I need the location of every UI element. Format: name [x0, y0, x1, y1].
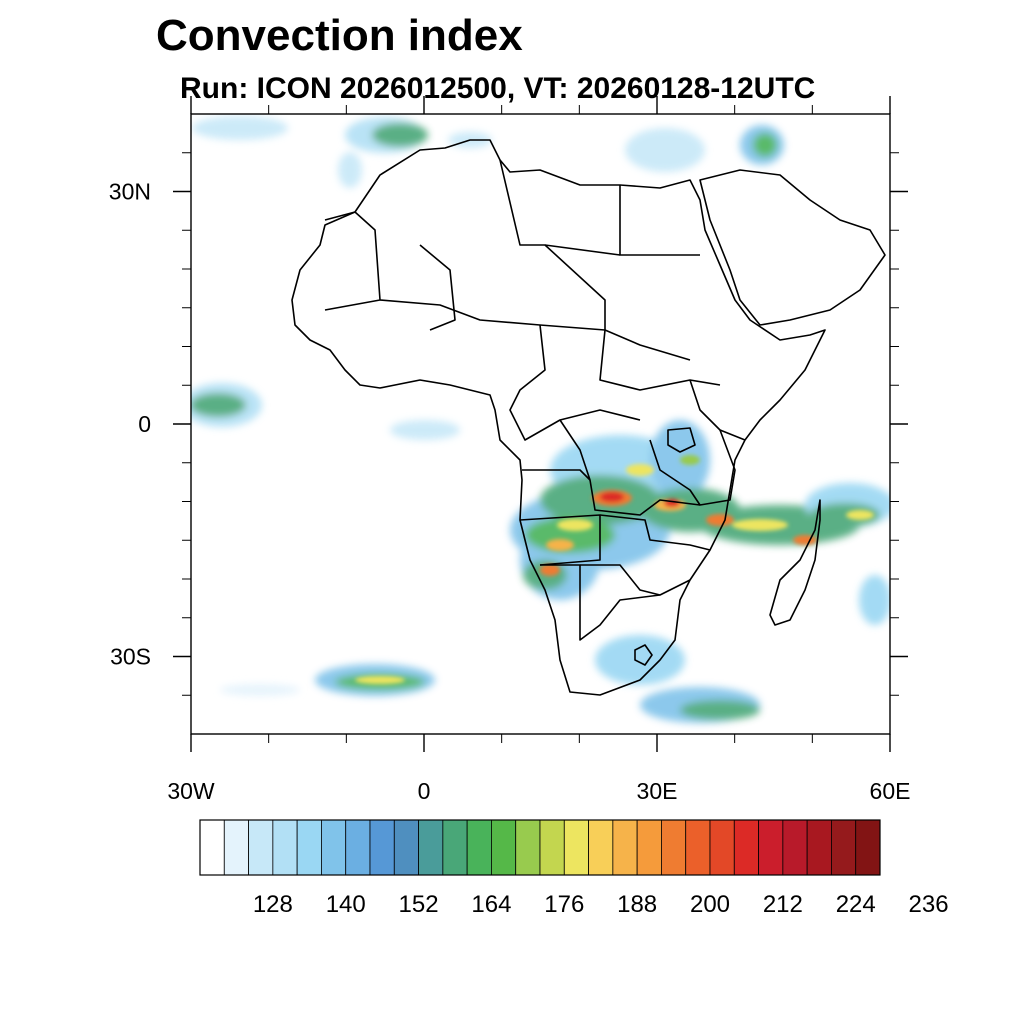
colorbar-label: 152: [399, 891, 439, 918]
colorbar-box-0: [199, 819, 225, 876]
central-border-2: [599, 329, 721, 391]
colorbar-box-27: [855, 819, 881, 876]
colorbar-box-17: [612, 819, 638, 876]
colorbar-box-6: [345, 819, 371, 876]
colorbar-label: 140: [326, 891, 366, 918]
colorbar-box-15: [563, 819, 589, 876]
map-frame: [190, 113, 891, 735]
colorbar-label: 176: [544, 891, 584, 918]
axis-ticks: [173, 96, 908, 752]
lon-label: 0: [418, 778, 431, 804]
colorbar-label: 224: [836, 891, 876, 918]
colorbar-box-2: [248, 819, 274, 876]
colorbar-label: 212: [763, 891, 803, 918]
sahara-border-2: [419, 244, 456, 331]
angola-border: [519, 469, 601, 566]
lesotho-outline: [634, 644, 653, 666]
colorbar-box-20: [685, 819, 711, 876]
chart-title: Convection index: [156, 11, 523, 60]
sahel-border: [379, 299, 691, 361]
colorbar-box-22: [733, 819, 759, 876]
lon-label: 30W: [167, 778, 215, 804]
congo-border: [559, 419, 701, 516]
colorbar-box-1: [223, 819, 249, 876]
colorbar-box-3: [272, 819, 298, 876]
colorbar-label: 164: [471, 891, 511, 918]
lat-label: 30N: [109, 179, 151, 205]
colorbar-box-9: [418, 819, 444, 876]
colorbar-box-21: [709, 819, 735, 876]
colorbar-box-19: [661, 819, 687, 876]
axis-labels: 30N 0 30S 30W 0 30E 60E: [109, 179, 911, 805]
sahara-border-1: [324, 211, 381, 311]
colorbar-box-13: [515, 819, 541, 876]
country-borders: [291, 139, 886, 696]
colorbar-box-14: [539, 819, 565, 876]
colorbar-box-4: [296, 819, 322, 876]
libya-border: [544, 244, 621, 256]
colorbar-box-18: [636, 819, 662, 876]
madagascar-outline: [769, 499, 821, 626]
colorbar-box-26: [831, 819, 857, 876]
botswana-border: [580, 564, 661, 596]
colorbar-box-11: [466, 819, 492, 876]
colorbar-box-5: [321, 819, 347, 876]
colorbar-box-7: [369, 819, 395, 876]
colorbar-box-23: [758, 819, 784, 876]
east-border: [689, 379, 746, 441]
zambia-border: [599, 514, 711, 551]
colorbar-label: 200: [690, 891, 730, 918]
colorbar-label: 128: [253, 891, 293, 918]
colorbar-box-10: [442, 819, 468, 876]
lon-label: 60E: [870, 778, 911, 804]
colorbar-box-16: [588, 819, 614, 876]
colorbar-label: 236: [909, 891, 949, 918]
convection-field: [191, 116, 890, 723]
lon-label: 30E: [637, 778, 678, 804]
lat-label: 0: [138, 411, 151, 437]
africa-coastline: [291, 139, 826, 696]
colorbar: 128 140 152 164 176 188 200 212 224 236: [199, 819, 949, 918]
egypt-border: [619, 185, 700, 256]
colorbar-box-8: [393, 819, 419, 876]
lake-victoria: [667, 427, 696, 453]
colorbar-box-24: [782, 819, 808, 876]
central-border-1: [509, 324, 641, 441]
lat-label: 30S: [110, 644, 151, 670]
colorbar-frame: [199, 819, 881, 876]
colorbar-box-25: [806, 819, 832, 876]
arabia-outline: [699, 169, 886, 326]
tanzania-border: [649, 429, 736, 506]
chart-subtitle: Run: ICON 2026012500, VT: 20260128-12UTC: [180, 72, 816, 105]
colorbar-box-12: [491, 819, 517, 876]
colorbar-label: 188: [617, 891, 657, 918]
